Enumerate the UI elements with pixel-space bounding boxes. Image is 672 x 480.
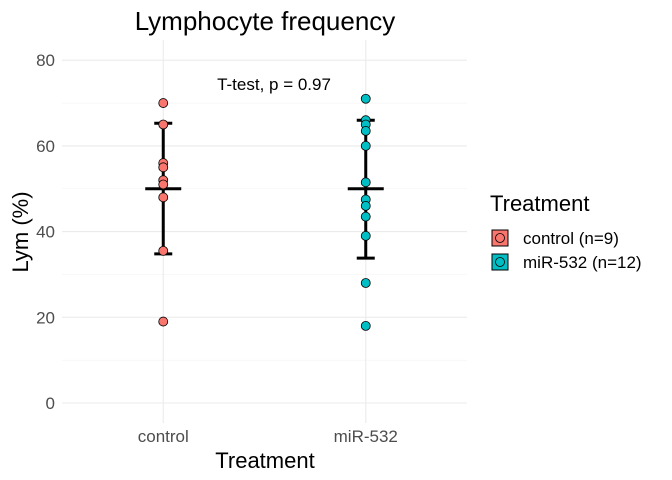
t-test-annotation: T-test, p = 0.97 <box>217 75 331 94</box>
legend-key-point-1 <box>495 233 505 243</box>
data-point <box>360 93 371 104</box>
data-point <box>360 320 371 331</box>
legend: control (n=9) miR-532 (n=12) <box>491 229 642 272</box>
x-tick-label: control <box>138 427 189 446</box>
data-point <box>360 200 371 211</box>
y-tick-label: 40 <box>36 223 55 242</box>
error-bars <box>145 118 384 260</box>
y-tick-label: 20 <box>36 308 55 327</box>
y-tick-label: 0 <box>46 394 55 413</box>
legend-label-2: miR-532 (n=12) <box>523 253 642 272</box>
data-point <box>158 179 169 190</box>
legend-title: Treatment <box>490 191 589 216</box>
y-axis-ticks: 0 20 40 60 80 <box>36 51 55 413</box>
data-point <box>360 211 371 222</box>
legend-label-1: control (n=9) <box>523 229 619 248</box>
chart-title: Lymphocyte frequency <box>135 6 396 36</box>
x-tick-label: miR-532 <box>334 427 398 446</box>
x-axis-title: Treatment <box>215 448 314 473</box>
data-point <box>158 119 169 130</box>
grid <box>62 40 467 423</box>
x-axis-ticks: control miR-532 <box>138 427 398 446</box>
data-point <box>360 140 371 151</box>
y-tick-label: 60 <box>36 137 55 156</box>
data-point <box>158 192 169 203</box>
data-point <box>360 278 371 288</box>
data-point <box>360 177 371 188</box>
data-point <box>360 230 371 241</box>
data-point <box>158 316 169 327</box>
data-point <box>158 245 169 256</box>
y-tick-label: 80 <box>36 51 55 70</box>
data-point <box>158 98 169 108</box>
y-axis-title: Lym (%) <box>8 191 33 272</box>
data-point <box>158 162 169 173</box>
legend-key-point-2 <box>495 257 505 267</box>
data-point <box>360 126 371 136</box>
data-points <box>158 93 371 331</box>
